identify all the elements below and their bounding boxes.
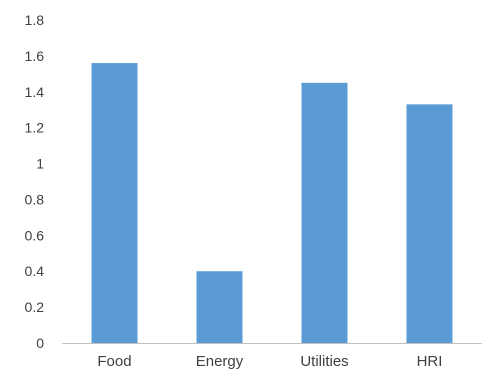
x-axis-tick-labels: Food Energy Utilities HRI — [97, 353, 442, 370]
y-tick-label-3: 0.6 — [25, 227, 45, 243]
y-tick-label-5: 1 — [36, 156, 44, 172]
y-tick-label-8: 1.6 — [25, 48, 45, 64]
bar-hri — [406, 104, 453, 343]
bar-utilities — [301, 82, 348, 344]
x-tick-label-energy: Energy — [196, 353, 244, 370]
x-tick-label-food: Food — [97, 353, 131, 370]
y-axis-tick-labels: 0 0.2 0.4 0.6 0.8 1 1.2 1.4 1.6 1.8 — [25, 12, 45, 351]
x-tick-label-utilities: Utilities — [300, 353, 348, 370]
y-tick-label-4: 0.8 — [25, 191, 45, 207]
bar-food — [91, 63, 138, 344]
y-tick-label-7: 1.4 — [25, 84, 45, 100]
bar-series — [91, 63, 453, 344]
y-tick-label-0: 0 — [36, 335, 44, 351]
y-tick-label-1: 0.2 — [25, 299, 45, 315]
y-tick-label-2: 0.4 — [25, 263, 45, 279]
y-tick-label-9: 1.8 — [25, 12, 45, 28]
x-tick-label-hri: HRI — [417, 353, 443, 370]
bar-energy — [196, 271, 243, 343]
y-tick-label-6: 1.2 — [25, 120, 45, 136]
